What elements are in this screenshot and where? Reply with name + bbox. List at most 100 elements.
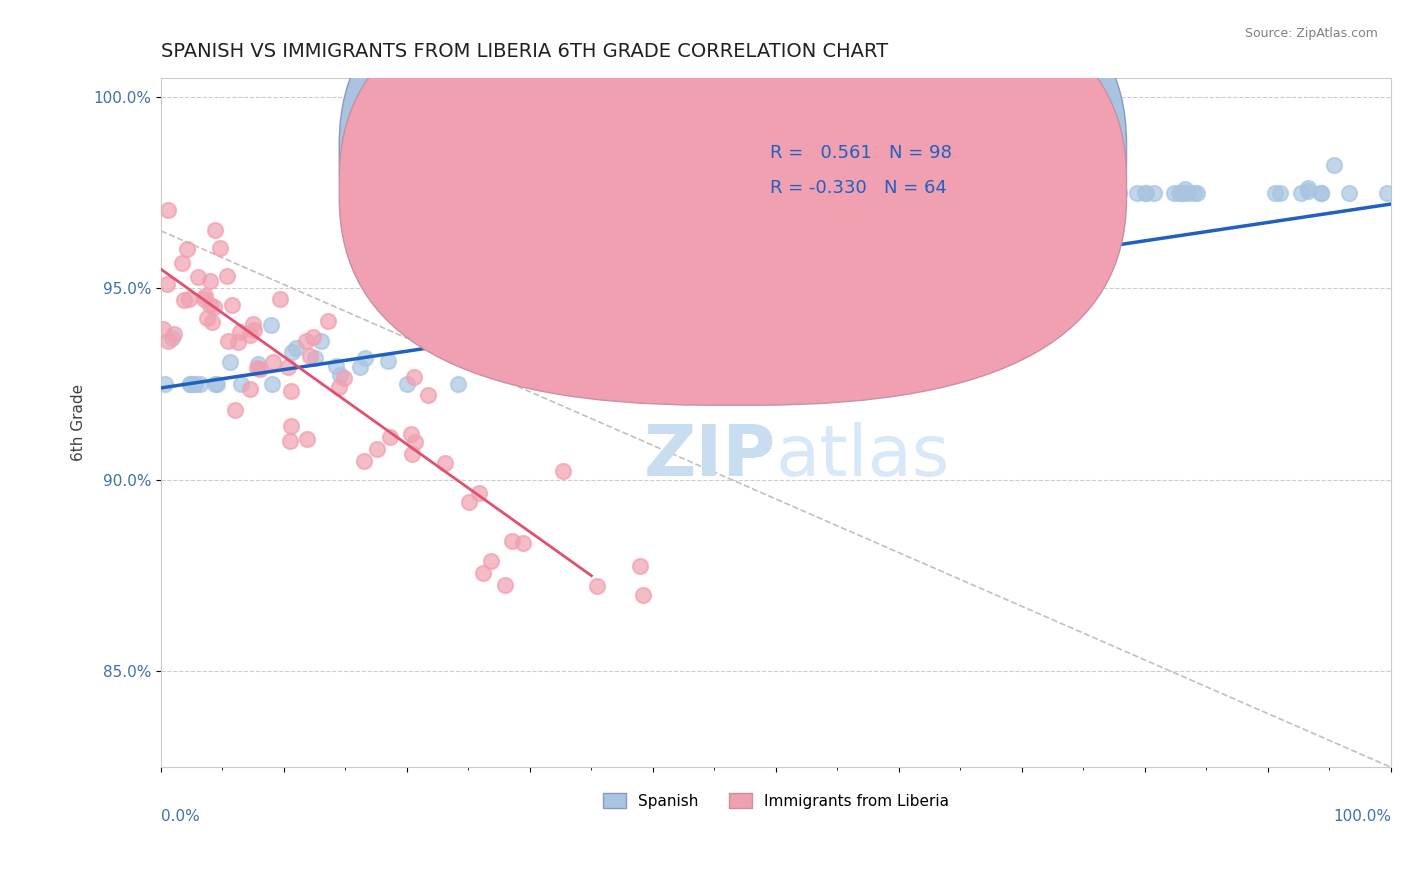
Point: [1163, 186, 1185, 200]
Point: [782, 276, 804, 290]
Point: [905, 238, 928, 252]
Point: [1185, 186, 1208, 200]
Point: [915, 292, 938, 306]
Point: [988, 186, 1011, 200]
Point: [184, 377, 207, 392]
Point: [193, 292, 215, 306]
Point: [1264, 186, 1286, 200]
Point: [676, 348, 699, 362]
Point: [198, 274, 221, 288]
Point: [215, 269, 238, 284]
Point: [1095, 186, 1118, 200]
Point: [366, 442, 388, 457]
Legend: Spanish, Immigrants from Liberia: Spanish, Immigrants from Liberia: [596, 787, 955, 814]
Point: [1074, 186, 1097, 200]
Point: [628, 559, 651, 574]
Point: [824, 325, 846, 339]
Point: [1126, 186, 1149, 200]
Point: [399, 426, 422, 441]
Point: [1296, 184, 1319, 198]
Point: [997, 186, 1019, 200]
Point: [183, 377, 205, 392]
Point: [915, 276, 938, 290]
Text: R = -0.330   N = 64: R = -0.330 N = 64: [770, 179, 946, 197]
Point: [457, 494, 479, 508]
Point: [551, 464, 574, 478]
Point: [285, 341, 308, 355]
Point: [221, 297, 243, 311]
Point: [626, 287, 648, 301]
Point: [349, 360, 371, 375]
Point: [163, 327, 186, 342]
Point: [260, 318, 283, 332]
Point: [302, 330, 325, 344]
Point: [219, 355, 242, 369]
Point: [202, 300, 225, 314]
Point: [523, 280, 546, 294]
Point: [194, 289, 217, 303]
Point: [468, 486, 491, 500]
Point: [1007, 186, 1029, 200]
Point: [1171, 186, 1194, 200]
Point: [404, 435, 426, 450]
Point: [377, 354, 399, 368]
Point: [742, 286, 765, 301]
Point: [332, 371, 354, 385]
Point: [1296, 181, 1319, 195]
Point: [494, 578, 516, 592]
Text: ZIP: ZIP: [644, 423, 776, 491]
Y-axis label: 6th Grade: 6th Grade: [72, 384, 86, 461]
Point: [901, 258, 924, 272]
Point: [948, 271, 970, 285]
Point: [179, 377, 201, 392]
Point: [295, 433, 318, 447]
Text: 100.0%: 100.0%: [1333, 809, 1391, 823]
Point: [849, 286, 872, 301]
Point: [772, 255, 794, 269]
Point: [243, 323, 266, 337]
Point: [205, 377, 228, 392]
Point: [325, 359, 347, 373]
Point: [280, 384, 302, 398]
Point: [217, 334, 239, 348]
Text: Source: ZipAtlas.com: Source: ZipAtlas.com: [1244, 27, 1378, 40]
Point: [648, 360, 671, 375]
Point: [195, 311, 218, 326]
Point: [402, 370, 425, 384]
Point: [425, 338, 447, 352]
Point: [416, 388, 439, 402]
Point: [1168, 186, 1191, 200]
Point: [156, 334, 179, 349]
Point: [278, 434, 301, 448]
FancyBboxPatch shape: [339, 0, 1126, 371]
Point: [354, 351, 377, 365]
Point: [262, 355, 284, 369]
Point: [1108, 186, 1130, 200]
Point: [309, 334, 332, 348]
Point: [1310, 186, 1333, 200]
Point: [224, 402, 246, 417]
Point: [204, 223, 226, 237]
Point: [204, 377, 226, 392]
Point: [329, 368, 352, 383]
Point: [800, 276, 823, 290]
Point: [927, 277, 949, 291]
Point: [380, 430, 402, 444]
Point: [631, 588, 654, 602]
Point: [1323, 157, 1346, 171]
Point: [401, 447, 423, 461]
Point: [179, 292, 201, 306]
Point: [188, 377, 211, 392]
Point: [1268, 186, 1291, 200]
Point: [1095, 186, 1118, 200]
Point: [879, 310, 901, 324]
Point: [1133, 186, 1156, 200]
Point: [395, 377, 418, 392]
Point: [832, 319, 855, 334]
Point: [626, 342, 648, 356]
Point: [586, 578, 609, 592]
Point: [1174, 182, 1197, 196]
Point: [969, 186, 991, 200]
Point: [974, 186, 997, 200]
Point: [187, 269, 209, 284]
